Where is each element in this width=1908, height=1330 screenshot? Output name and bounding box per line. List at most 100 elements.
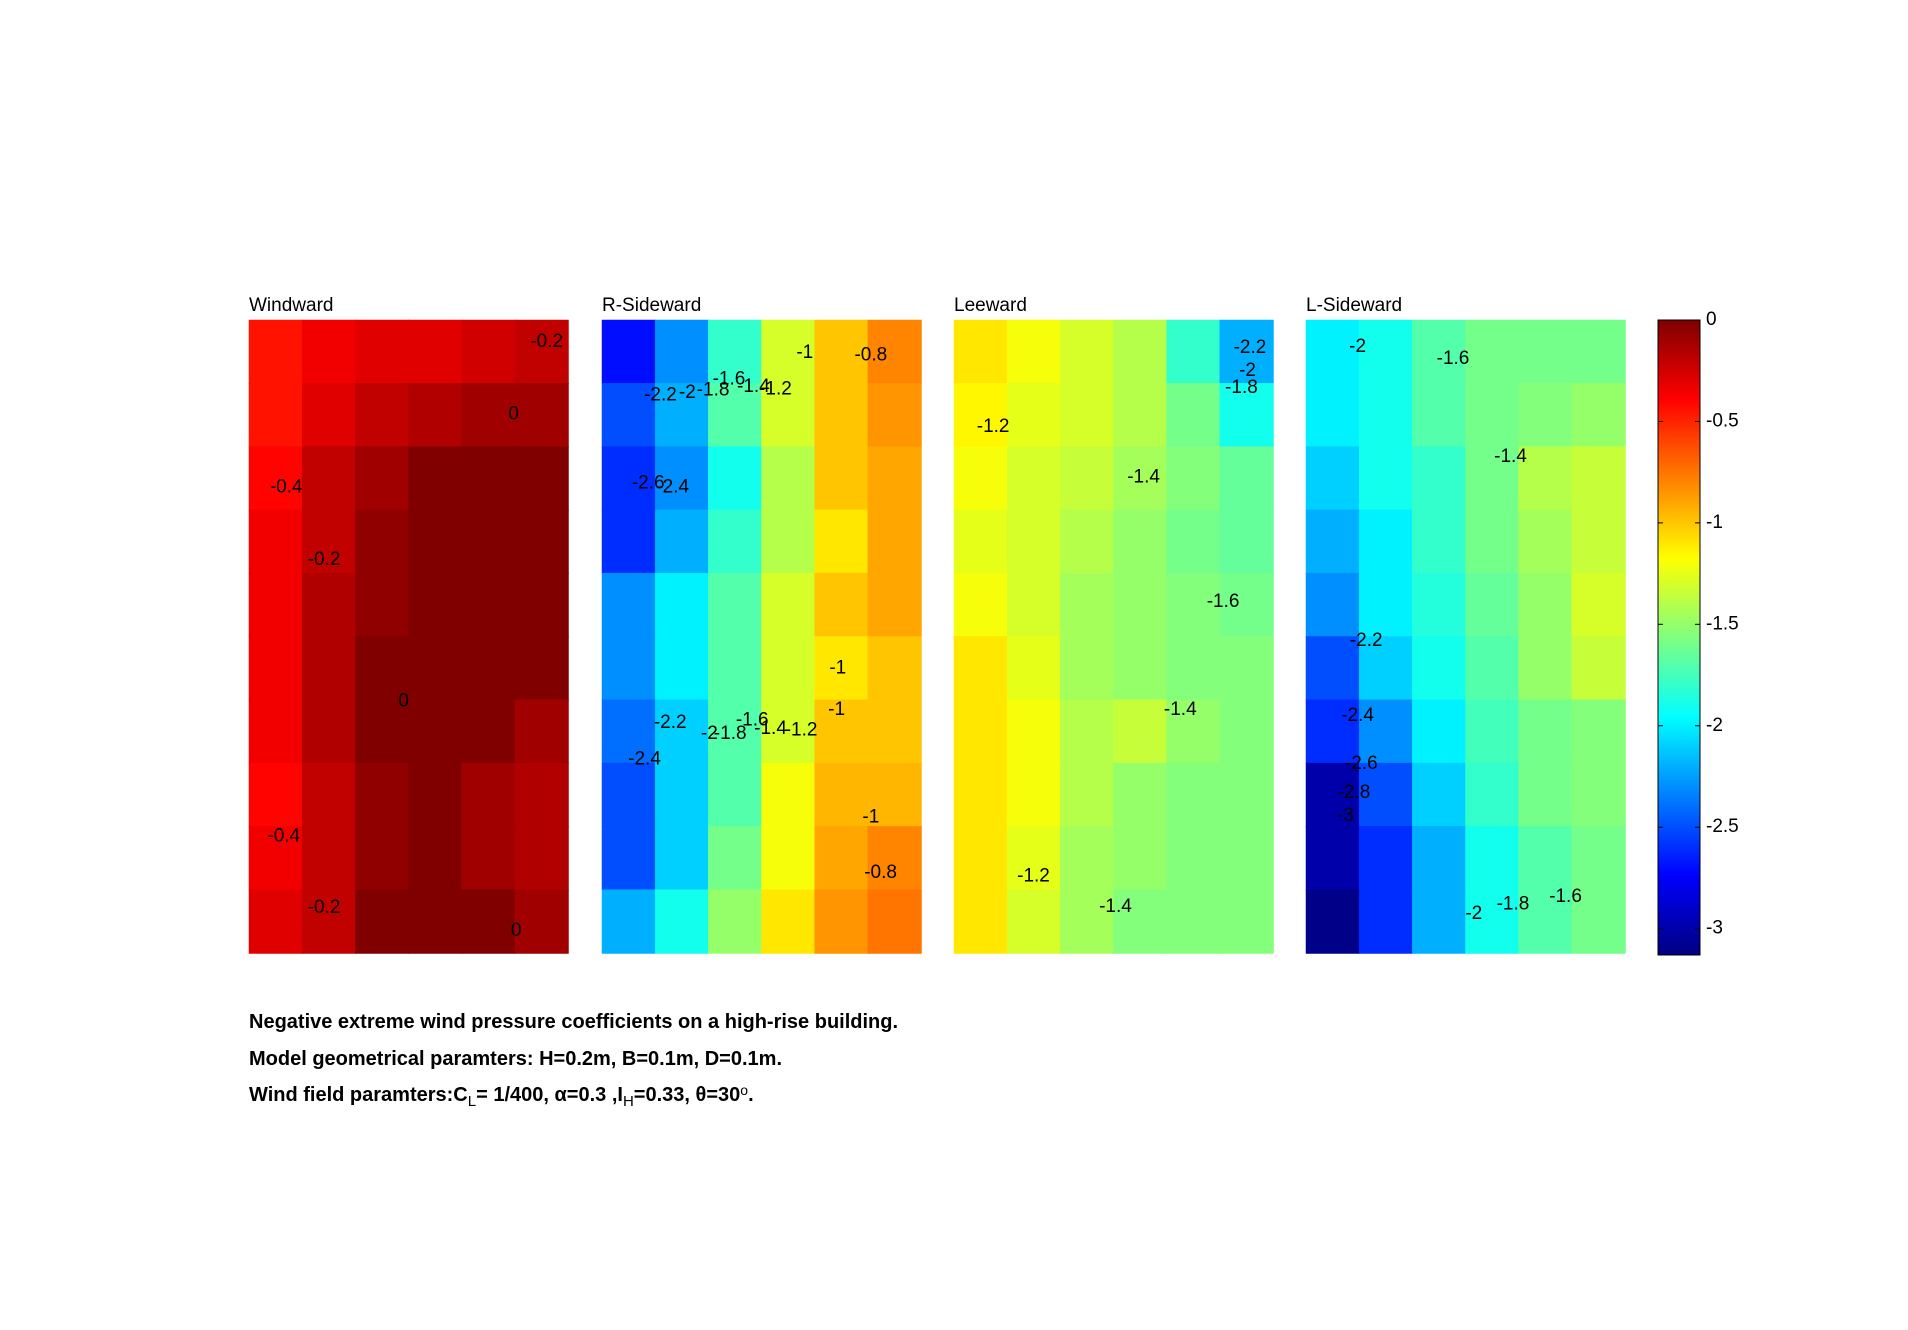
contour-cell	[1412, 446, 1467, 511]
contour-cell	[1006, 889, 1062, 954]
contour-cell	[1518, 636, 1573, 701]
contour-cell	[953, 509, 1008, 574]
contour-label: -2	[1465, 903, 1482, 924]
contour-label: -2	[1349, 336, 1366, 357]
contour-cell	[1166, 446, 1221, 511]
contour-cell	[1518, 319, 1573, 385]
contour-cell	[953, 889, 1008, 954]
contour-cell	[1113, 446, 1168, 511]
contour-cell	[1358, 509, 1414, 574]
caption-text: =0.33, θ=30	[634, 1084, 740, 1106]
contour-cell	[248, 636, 303, 701]
contour-cell	[1305, 446, 1360, 511]
contour-label: -2	[1239, 360, 1256, 381]
contour-cell	[654, 319, 710, 385]
contour-cell	[1412, 509, 1467, 574]
contour-cell	[1412, 383, 1467, 448]
contour-cell	[1518, 509, 1573, 574]
contour-cell	[1219, 889, 1274, 954]
caption-text: o	[740, 1082, 748, 1098]
contour-label: -1.8	[697, 380, 730, 401]
contour-cell	[1060, 572, 1115, 638]
contour-cell	[355, 509, 410, 574]
contour-label: -2.8	[1338, 782, 1371, 803]
contour-cell	[514, 383, 569, 448]
contour-cell	[1571, 572, 1626, 638]
contour-cell	[461, 762, 516, 828]
contour-label: -0.4	[270, 476, 303, 497]
contour-cell	[654, 762, 710, 828]
contour-cell	[1166, 636, 1221, 701]
contour-label: -1.6	[1437, 348, 1470, 369]
contour-cell	[1113, 636, 1168, 701]
contour-label: -1.4	[754, 718, 787, 739]
colorbar-tick-label: -2.5	[1706, 816, 1739, 837]
contour-cell	[1060, 446, 1115, 511]
contour-cell	[1465, 383, 1520, 448]
contour-cell	[514, 572, 569, 638]
contour-cell	[248, 319, 303, 385]
contour-cell	[761, 826, 816, 891]
contour-cell	[1060, 699, 1115, 764]
contour-cell	[1006, 319, 1062, 385]
contour-label: -0.2	[530, 331, 563, 352]
contour-cell	[953, 446, 1008, 511]
panel-title: L-Sideward	[1306, 295, 1402, 316]
contour-cell	[708, 699, 763, 764]
contour-cell	[654, 446, 710, 511]
contour-cell	[408, 699, 463, 764]
contour-cell	[1166, 319, 1221, 385]
contour-cell	[1465, 762, 1520, 828]
colorbar-tick-label: -1	[1706, 512, 1723, 533]
contour-cell	[248, 762, 303, 828]
contour-label: -1	[829, 658, 846, 679]
contour-cell	[461, 826, 516, 891]
contour-cell	[1465, 826, 1520, 891]
caption-text: Wind field paramters:C	[249, 1084, 468, 1106]
contour-label: -1	[828, 699, 845, 720]
contour-cell	[867, 446, 922, 511]
contour-cell	[301, 446, 357, 511]
panel-title: Windward	[249, 295, 333, 316]
contour-label: 0	[398, 690, 409, 711]
contour-label: -2	[679, 382, 696, 403]
contour-cell	[814, 826, 869, 891]
contour-cell	[514, 446, 569, 511]
contour-cell	[514, 889, 569, 954]
contour-cell	[867, 636, 922, 701]
contour-cell	[1006, 509, 1062, 574]
contour-cell	[301, 319, 357, 385]
contour-cell	[1358, 319, 1414, 385]
contour-cell	[761, 319, 816, 385]
contour-cell	[814, 762, 869, 828]
contour-cell	[1571, 636, 1626, 701]
contour-cell	[1571, 762, 1626, 828]
contour-cell	[248, 699, 303, 764]
contour-label: -2.6	[632, 473, 665, 494]
contour-cell	[1465, 319, 1520, 385]
contour-cell	[1358, 636, 1414, 701]
contour-cell	[1518, 446, 1573, 511]
contour-cell	[1006, 446, 1062, 511]
contour-cell	[355, 889, 410, 954]
contour-cell	[1219, 446, 1274, 511]
contour-cell	[1060, 319, 1115, 385]
contour-cell	[708, 509, 763, 574]
contour-cell	[1358, 762, 1414, 828]
contour-cell	[1006, 762, 1062, 828]
contour-cell	[408, 636, 463, 701]
contour-cell	[1166, 826, 1221, 891]
contour-cell	[1305, 889, 1360, 954]
contour-label: -1.8	[714, 723, 747, 744]
contour-label: -0.8	[864, 862, 897, 883]
contour-cell	[953, 572, 1008, 638]
contour-cell	[1305, 319, 1360, 385]
contour-cell	[1166, 699, 1221, 764]
contour-cell	[708, 636, 763, 701]
contour-cell	[601, 319, 656, 385]
contour-cell	[408, 446, 463, 511]
contour-cell	[301, 572, 357, 638]
contour-cell	[761, 636, 816, 701]
contour-cell	[1518, 699, 1573, 764]
